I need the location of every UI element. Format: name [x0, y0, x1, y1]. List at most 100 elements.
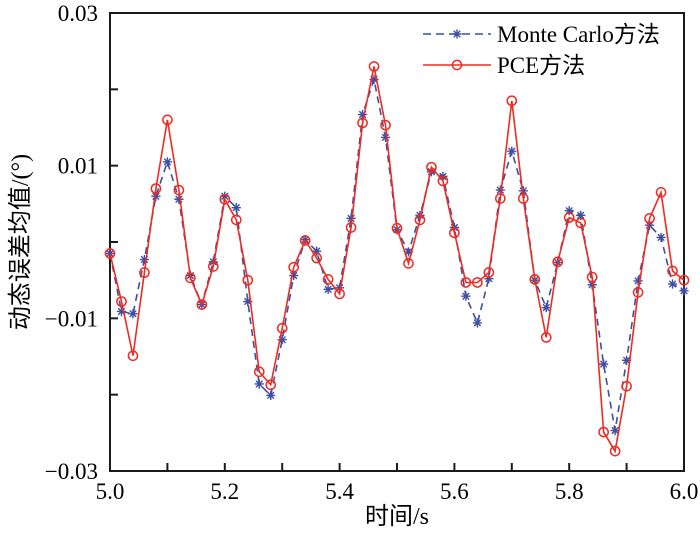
circle-marker — [506, 95, 518, 107]
asterisk-marker — [380, 132, 391, 143]
circle-marker — [380, 119, 391, 131]
asterisk-marker — [346, 213, 356, 223]
circle-marker — [265, 379, 277, 391]
series-pce — [104, 61, 690, 457]
y-tick-label: −0.03 — [45, 459, 98, 484]
circle-marker — [219, 193, 231, 205]
circle-marker — [552, 256, 564, 268]
asterisk-marker — [220, 191, 230, 201]
circle-marker — [276, 322, 288, 334]
circle-marker — [494, 193, 506, 204]
asterisk-marker — [644, 220, 655, 230]
y-axis-tick-labels: 0.03 0.01 −0.01 −0.03 — [45, 1, 98, 484]
circle-marker — [196, 299, 208, 310]
asterisk-marker — [312, 246, 322, 256]
y-tick-label: 0.01 — [58, 154, 98, 179]
circle-marker — [655, 187, 667, 198]
circle-marker — [414, 214, 426, 226]
asterisk-marker — [656, 232, 666, 243]
circle-marker — [621, 380, 632, 392]
circle-marker — [334, 288, 345, 300]
x-tick-label: 5.4 — [325, 479, 354, 504]
circle-marker — [230, 214, 242, 226]
x-axis-tick-labels: 5.0 5.2 5.4 5.6 5.8 6.0 — [96, 479, 699, 504]
circle-marker — [563, 212, 575, 223]
legend-item-monte-carlo: Monte Carlo方法 — [423, 22, 660, 47]
legend-label: Monte Carlo方法 — [497, 22, 660, 47]
y-axis-title: 动态误差均值/(°) — [7, 154, 34, 330]
asterisk-marker — [679, 286, 689, 296]
circle-marker — [368, 61, 380, 72]
circle-marker — [322, 274, 334, 285]
asterisk-marker — [452, 29, 462, 39]
circle-marker — [139, 267, 150, 278]
series-line — [109, 76, 685, 431]
circle-marker — [678, 274, 690, 286]
circle-marker — [104, 248, 116, 259]
asterisk-marker — [335, 283, 345, 293]
series-layer — [104, 61, 690, 457]
circle-marker — [598, 426, 609, 438]
asterisk-marker — [518, 186, 528, 196]
circle-marker — [586, 271, 598, 283]
circle-marker — [288, 261, 300, 273]
asterisk-marker — [289, 270, 299, 281]
circle-marker — [391, 222, 403, 234]
asterisk-marker — [461, 291, 471, 301]
asterisk-marker — [369, 74, 379, 85]
asterisk-marker — [277, 335, 287, 345]
series-monte-carlo — [105, 74, 689, 436]
asterisk-marker — [116, 306, 127, 317]
asterisk-marker — [323, 284, 333, 294]
x-tick-label: 5.6 — [440, 479, 469, 504]
asterisk-marker — [576, 210, 586, 220]
asterisk-marker — [667, 279, 678, 289]
circle-marker — [449, 227, 460, 239]
circle-marker — [162, 114, 173, 126]
asterisk-marker — [541, 303, 551, 313]
circle-marker — [150, 183, 162, 194]
circle-marker — [540, 332, 552, 343]
plot-frame — [109, 12, 685, 472]
x-tick-label: 5.0 — [96, 479, 125, 504]
circle-marker — [529, 274, 541, 285]
asterisk-marker — [403, 247, 414, 257]
circle-marker — [575, 217, 587, 229]
asterisk-marker — [174, 194, 184, 204]
asterisk-marker — [231, 203, 241, 213]
asterisk-marker — [484, 274, 494, 284]
y-tick-label: −0.01 — [45, 306, 98, 331]
circle-marker — [403, 258, 414, 269]
circle-marker — [667, 265, 678, 277]
circle-marker — [460, 277, 472, 288]
circle-marker — [207, 261, 219, 272]
y-axis-ticks — [110, 12, 118, 472]
circle-marker — [299, 235, 311, 246]
asterisk-marker — [139, 254, 150, 265]
circle-marker — [437, 175, 449, 187]
circle-marker — [472, 277, 483, 288]
circle-marker — [173, 184, 185, 196]
x-tick-label: 5.2 — [210, 479, 239, 504]
asterisk-marker — [564, 206, 574, 216]
x-tick-label: 5.8 — [555, 479, 584, 504]
asterisk-marker — [128, 309, 138, 319]
circle-marker — [357, 117, 368, 129]
circle-marker — [242, 274, 254, 286]
circle-marker — [127, 350, 139, 362]
circle-marker — [253, 366, 265, 378]
asterisk-marker — [633, 276, 643, 286]
circle-marker — [609, 445, 621, 457]
asterisk-marker — [254, 379, 264, 389]
asterisk-marker — [472, 318, 482, 328]
asterisk-marker — [610, 425, 620, 436]
y-tick-label: 0.03 — [58, 1, 98, 26]
asterisk-marker — [105, 248, 115, 259]
legend-item-pce: PCE方法 — [423, 53, 585, 78]
legend-label: PCE方法 — [497, 53, 585, 78]
asterisk-marker — [507, 146, 517, 156]
circle-marker — [426, 161, 437, 173]
legend: Monte Carlo方法 PCE方法 — [423, 22, 660, 78]
